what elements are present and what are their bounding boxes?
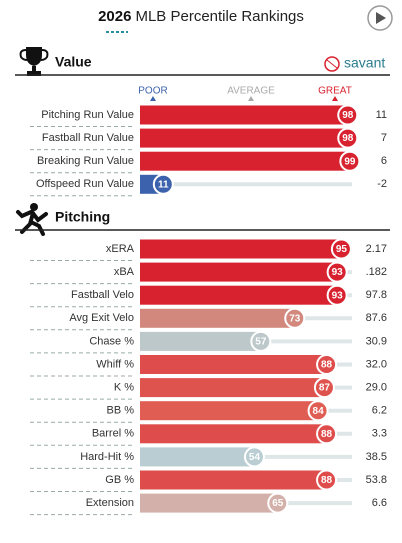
stat-value: 30.9	[366, 335, 387, 347]
trophy-icon	[19, 47, 49, 76]
percentile-bar	[140, 239, 342, 259]
stat-value: 11	[376, 109, 387, 121]
metric-label: Barrel %	[92, 428, 134, 440]
percentile-bar	[140, 308, 295, 328]
stat-value: 38.5	[366, 451, 387, 463]
percentile-bar	[140, 424, 327, 444]
stat-value: 53.8	[366, 474, 387, 486]
percentile-value: 93	[332, 290, 344, 301]
percentile-value: 88	[321, 475, 333, 486]
metric-label: Avg Exit Velo	[69, 312, 134, 324]
percentile-dot	[152, 173, 174, 195]
metric-label: Pitching Run Value	[41, 109, 134, 121]
section-title: Value	[55, 54, 92, 70]
percentile-dot	[316, 469, 338, 491]
brand[interactable]: savant	[344, 55, 385, 71]
metric-label: Fastball Run Value	[42, 132, 134, 144]
percentile-dot	[307, 400, 329, 422]
pitcher-icon	[16, 203, 48, 236]
metric-label: xERA	[106, 243, 135, 255]
percentile-bar	[140, 401, 319, 421]
percentile-bar	[140, 151, 350, 171]
stat-value: 32.0	[366, 358, 387, 370]
percentile-dot	[326, 261, 348, 283]
scale-great: GREAT	[318, 86, 352, 97]
percentile-value: 99	[344, 156, 356, 167]
percentile-bar	[140, 493, 278, 513]
percentile-value: 54	[249, 452, 261, 463]
scale-marker	[332, 96, 338, 101]
percentile-bar	[140, 262, 338, 282]
metric-label: Chase %	[89, 335, 134, 347]
stat-value: 7	[381, 132, 387, 144]
percentile-dot	[316, 354, 338, 375]
percentile-value: 98	[342, 110, 354, 121]
scale-marker	[248, 96, 254, 101]
stat-value: -2	[377, 178, 387, 190]
percentile-value: 87	[319, 383, 331, 394]
percentile-dot	[316, 423, 338, 445]
metric-label: xBA	[114, 266, 135, 278]
percentile-bar	[140, 447, 255, 467]
percentile-dot	[267, 492, 289, 514]
play-button[interactable]	[367, 5, 393, 31]
stat-value: 6.2	[372, 405, 387, 417]
percentile-value: 11	[158, 179, 169, 190]
title-year: 2026	[98, 8, 131, 25]
stat-value: 6.6	[372, 497, 387, 509]
stat-value: 29.0	[366, 382, 387, 394]
metric-label: Whiff %	[96, 358, 134, 370]
percentile-value: 95	[336, 244, 348, 255]
scale-average: AVERAGE	[227, 86, 275, 97]
metric-label: GB %	[105, 474, 134, 486]
play-icon[interactable]	[376, 12, 386, 24]
metric-label: BB %	[106, 405, 134, 417]
percentile-dot	[313, 377, 335, 399]
percentile-value: 65	[272, 498, 284, 509]
percentile-dot	[339, 150, 361, 172]
percentile-value: 57	[255, 337, 267, 348]
metric-label: K %	[114, 382, 134, 394]
percentile-value: 88	[321, 429, 333, 440]
metric-label: Extension	[86, 497, 134, 509]
savant-logo[interactable]: savant	[324, 55, 385, 72]
scale-marker	[150, 96, 156, 101]
page-title: 2026 MLB Percentile Rankings	[98, 8, 304, 25]
percentile-bar	[140, 105, 348, 125]
percentile-value: 93	[332, 267, 344, 278]
metric-label: Offspeed Run Value	[36, 178, 134, 190]
percentile-dot	[284, 307, 306, 329]
metric-label: Fastball Velo	[71, 289, 134, 301]
percentile-bar	[140, 378, 325, 398]
section-title: Pitching	[55, 209, 110, 225]
stat-value: 97.8	[366, 289, 387, 301]
stat-value: 87.6	[366, 312, 387, 324]
percentile-dot	[326, 284, 348, 306]
percentile-bar	[140, 128, 348, 148]
stat-value: 6	[381, 155, 387, 167]
metric-label: Breaking Run Value	[37, 155, 134, 167]
stat-value: .182	[366, 266, 387, 278]
percentile-dot	[330, 238, 352, 260]
scale-poor: POOR	[138, 86, 167, 97]
stat-value: 2.17	[366, 243, 387, 255]
percentile-value: 73	[289, 313, 301, 324]
title-text: MLB Percentile Rankings	[135, 8, 303, 25]
percentile-dot	[250, 330, 272, 352]
metric-label: Hard-Hit %	[80, 451, 134, 463]
stat-value: 3.3	[372, 428, 387, 440]
percentile-dot	[243, 446, 265, 468]
percentile-value: 88	[321, 360, 333, 371]
percentile-dot	[337, 127, 359, 149]
percentile-bar	[140, 331, 261, 351]
percentile-bar	[140, 285, 338, 305]
percentile-dot	[337, 104, 359, 126]
percentile-value: 98	[342, 133, 354, 144]
percentile-bar	[140, 470, 327, 490]
percentile-value: 84	[313, 406, 325, 417]
percentile-bar	[140, 355, 327, 374]
